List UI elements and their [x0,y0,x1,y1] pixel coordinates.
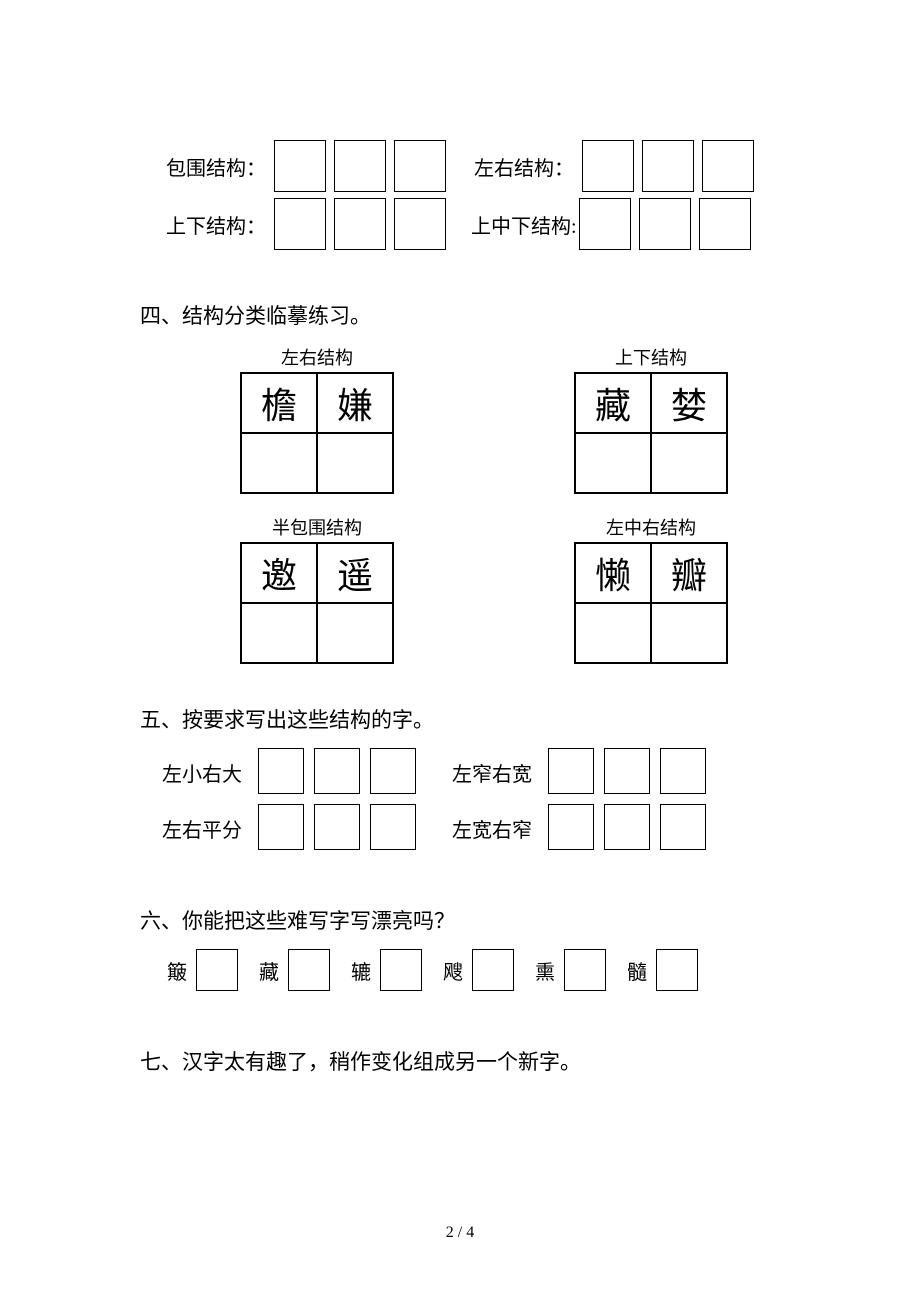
block-caption: 上下结构 [574,344,728,370]
sec5-right-label: 左窄右宽 [452,748,548,787]
section4-title: 四、结构分类临摹练习。 [140,300,780,330]
sec5-right-label: 左宽右窄 [452,804,548,843]
practice-cell[interactable] [317,603,393,663]
answer-box[interactable] [196,949,238,991]
answer-box[interactable] [288,949,330,991]
top-row-right-label: 左右结构： [474,152,574,181]
answer-box[interactable] [314,748,360,794]
section4-row-0: 左右结构 檐 嫌 上下结构 藏 婪 [240,344,780,494]
sec5-left-label: 左小右大 [162,748,258,787]
answer-box[interactable] [394,140,446,192]
answer-box[interactable] [258,804,304,850]
sec5-left-label: 左右平分 [162,804,258,843]
example-char: 檐 [241,373,317,433]
worksheet-page: 包围结构： 左右结构： 上下结构： 上中下结构: 四、结构分类临摹练习。 左右结… [0,0,920,1302]
answer-box[interactable] [380,949,422,991]
top-row-0: 包围结构： 左右结构： [166,140,780,192]
answer-box[interactable] [334,198,386,250]
difficult-char: 藏 [254,956,284,985]
difficult-char: 辘 [346,956,376,985]
practice-cell[interactable] [241,603,317,663]
practice-grid: 懒 瓣 [574,542,728,664]
example-char: 懒 [575,543,651,603]
answer-box[interactable] [334,140,386,192]
answer-box[interactable] [274,198,326,250]
top-row-right-label: 上中下结构: [471,210,577,239]
practice-cell[interactable] [317,433,393,493]
structure-block-1: 上下结构 藏 婪 [574,344,728,494]
block-caption: 左中右结构 [574,514,728,540]
answer-box[interactable] [660,748,706,794]
top-row-1: 上下结构： 上中下结构: [166,198,780,250]
practice-cell[interactable] [575,603,651,663]
practice-cell[interactable] [241,433,317,493]
answer-box[interactable] [370,804,416,850]
answer-box[interactable] [394,198,446,250]
structure-block-2: 半包围结构 邀 遥 [240,514,394,664]
answer-box[interactable] [604,748,650,794]
section4-row-1: 半包围结构 邀 遥 左中右结构 懒 瓣 [240,514,780,664]
section5-row-0: 左小右大 左窄右宽 [162,748,780,794]
structure-block-0: 左右结构 檐 嫌 [240,344,394,494]
page-number: 2 / 4 [0,1224,920,1242]
block-caption: 左右结构 [240,344,394,370]
top-section: 包围结构： 左右结构： 上下结构： 上中下结构: [166,140,780,250]
example-char: 嫌 [317,373,393,433]
section6-row: 簸 藏 辘 飕 熏 髓 [162,949,780,991]
sec5-right-boxes [548,748,706,794]
answer-box[interactable] [274,140,326,192]
answer-box[interactable] [639,198,691,250]
answer-box[interactable] [604,804,650,850]
example-char: 遥 [317,543,393,603]
top-row-left-label: 上下结构： [166,210,266,239]
sec5-left-boxes [258,804,416,850]
structure-block-3: 左中右结构 懒 瓣 [574,514,728,664]
section5-title: 五、按要求写出这些结构的字。 [140,704,780,734]
example-char: 邀 [241,543,317,603]
answer-box[interactable] [548,748,594,794]
sec5-right-boxes [548,804,706,850]
answer-box[interactable] [582,140,634,192]
answer-box[interactable] [656,949,698,991]
practice-cell[interactable] [651,433,727,493]
practice-grid: 檐 嫌 [240,372,394,494]
practice-cell[interactable] [651,603,727,663]
sec5-left-boxes [258,748,416,794]
answer-box[interactable] [702,140,754,192]
answer-box[interactable] [472,949,514,991]
answer-box[interactable] [642,140,694,192]
example-char: 藏 [575,373,651,433]
difficult-char: 飕 [438,956,468,985]
practice-grid: 邀 遥 [240,542,394,664]
difficult-char: 髓 [622,956,652,985]
section5-row-1: 左右平分 左宽右窄 [162,804,780,850]
answer-box[interactable] [579,198,631,250]
answer-box[interactable] [699,198,751,250]
answer-box[interactable] [564,949,606,991]
practice-grid: 藏 婪 [574,372,728,494]
answer-box[interactable] [660,804,706,850]
section6-title: 六、你能把这些难写字写漂亮吗？ [140,905,780,935]
example-char: 婪 [651,373,727,433]
answer-box[interactable] [314,804,360,850]
answer-box[interactable] [548,804,594,850]
answer-box[interactable] [370,748,416,794]
difficult-char: 熏 [530,956,560,985]
practice-cell[interactable] [575,433,651,493]
block-caption: 半包围结构 [240,514,394,540]
example-char: 瓣 [651,543,727,603]
difficult-char: 簸 [162,956,192,985]
section7-title: 七、汉字太有趣了，稍作变化组成另一个新字。 [140,1046,780,1076]
top-row-left-label: 包围结构： [166,152,266,181]
answer-box[interactable] [258,748,304,794]
